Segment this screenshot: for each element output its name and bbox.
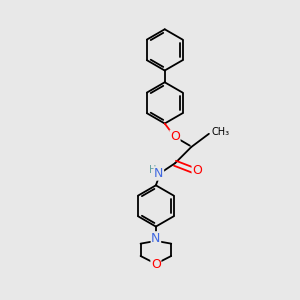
Text: N: N [151, 232, 160, 245]
Text: CH₃: CH₃ [212, 127, 230, 137]
Text: O: O [170, 130, 180, 143]
Text: H: H [149, 165, 157, 175]
Text: N: N [154, 167, 164, 180]
Text: O: O [192, 164, 202, 177]
Text: O: O [151, 258, 161, 271]
